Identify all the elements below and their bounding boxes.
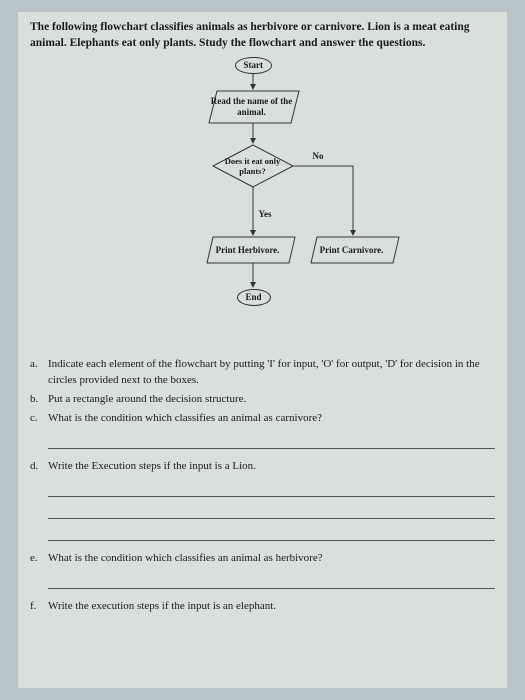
- q-letter: c.: [30, 411, 48, 427]
- q-text: What is the condition which classifies a…: [48, 551, 323, 567]
- q-text: Indicate each element of the flowchart b…: [48, 357, 495, 389]
- q-letter: b.: [30, 392, 48, 408]
- node-start: Start: [235, 57, 273, 74]
- worksheet-page: The following flowchart classifies anima…: [18, 12, 507, 688]
- question-e: e. What is the condition which classifie…: [30, 551, 495, 567]
- question-c: c. What is the condition which classifie…: [30, 411, 495, 427]
- node-decision: Does it eat only plants?: [218, 147, 288, 185]
- answer-line: [48, 503, 495, 519]
- q-text: Write the execution steps if the input i…: [48, 599, 276, 615]
- questions-list: a. Indicate each element of the flowchar…: [30, 357, 495, 615]
- question-b: b. Put a rectangle around the decision s…: [30, 392, 495, 408]
- answer-line: [48, 525, 495, 541]
- flowchart: Start Read the name of the animal. Does …: [113, 57, 413, 347]
- q-letter: f.: [30, 599, 48, 615]
- edge-label-no: No: [313, 151, 324, 161]
- question-d: d. Write the Execution steps if the inpu…: [30, 459, 495, 475]
- answer-line: [48, 573, 495, 589]
- q-text: What is the condition which classifies a…: [48, 411, 322, 427]
- q-letter: d.: [30, 459, 48, 475]
- question-a: a. Indicate each element of the flowchar…: [30, 357, 495, 389]
- question-f: f. Write the execution steps if the inpu…: [30, 599, 495, 615]
- answer-line: [48, 433, 495, 449]
- q-text: Put a rectangle around the decision stru…: [48, 392, 246, 408]
- intro-text: The following flowchart classifies anima…: [30, 20, 495, 51]
- q-letter: a.: [30, 357, 48, 389]
- node-read: Read the name of the animal.: [209, 91, 295, 123]
- edge-label-yes: Yes: [259, 209, 272, 219]
- q-text: Write the Execution steps if the input i…: [48, 459, 256, 475]
- node-herbivore: Print Herbivore.: [205, 237, 291, 263]
- node-end: End: [237, 289, 271, 306]
- answer-line: [48, 481, 495, 497]
- node-carnivore: Print Carnivore.: [309, 237, 395, 263]
- q-letter: e.: [30, 551, 48, 567]
